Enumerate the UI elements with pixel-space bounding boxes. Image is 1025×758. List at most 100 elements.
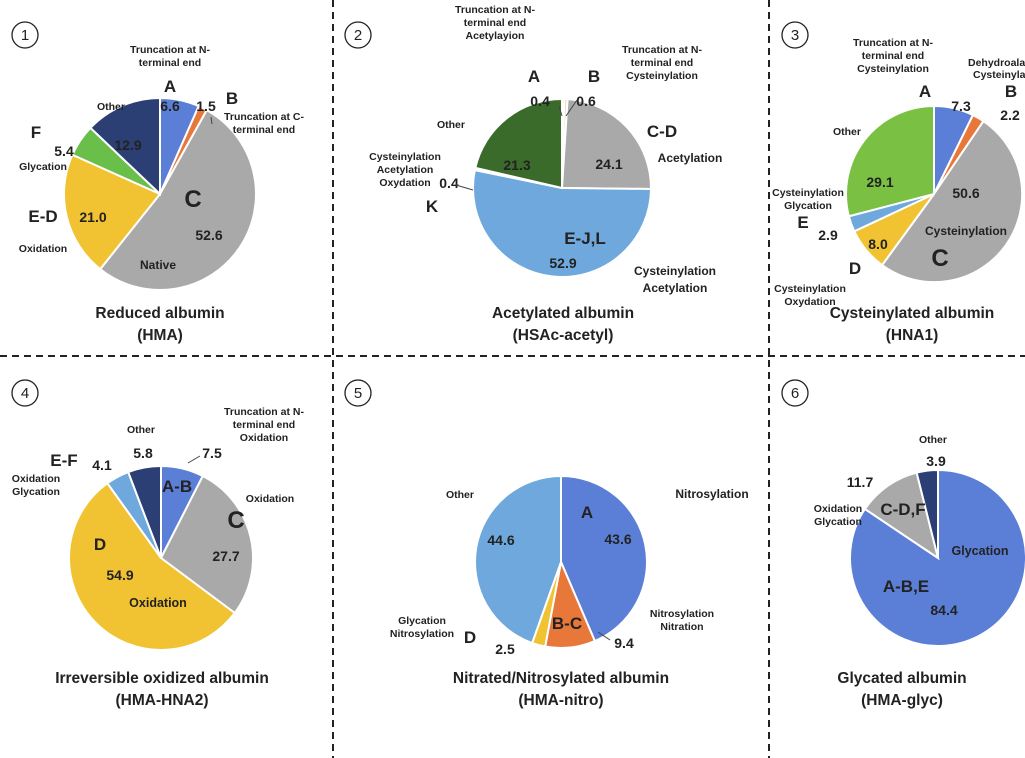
- p3-subtitle: (HNA1): [886, 327, 939, 344]
- p2-ej-value: 52.9: [549, 255, 576, 271]
- leader-p2-a: [558, 105, 563, 117]
- pie-2-slice-c-d: [560, 98, 652, 190]
- p4-d-value: 54.9: [106, 567, 133, 583]
- p1-ed-letter: E-D: [28, 207, 57, 226]
- pie-3-slice-c: [880, 119, 1024, 284]
- panel-number-4: 4: [11, 379, 39, 407]
- p6-cdf-value: 11.7: [847, 474, 874, 490]
- p4-c-value: 27.7: [212, 548, 239, 564]
- p2-subtitle: (HSAc-acetyl): [513, 327, 614, 344]
- p1-other-value: 12.9: [114, 137, 141, 153]
- p2-a-value: 0.4: [530, 93, 550, 109]
- p1-c-value: 52.6: [195, 227, 222, 243]
- panel-number-1-text: 1: [21, 27, 29, 44]
- p2-k-desc-line1: Cysteinylation: [369, 151, 441, 163]
- p2-other-value: 21.3: [503, 157, 530, 173]
- p2-b-desc-line2: terminal end: [631, 57, 693, 69]
- pie-3-slice-other: [845, 104, 935, 218]
- p3-c-desc: Cysteinylation: [925, 224, 1007, 238]
- p6-abe-value: 84.4: [930, 602, 957, 618]
- pie-nitrated-nitrosylated-albumin: [473, 474, 648, 649]
- p2-k-desc-line2: Acetylation: [377, 164, 434, 176]
- pie-glycated-albumin: [849, 468, 1025, 647]
- panel-number-6-text: 6: [791, 385, 799, 402]
- p2-a-desc-line1: Truncation at N-: [455, 4, 535, 16]
- p4-ab-desc-line3: Oxidation: [240, 432, 288, 444]
- p3-a-desc-line1: Truncation at N-: [853, 37, 933, 49]
- p2-cd-letter: C-D: [647, 122, 677, 141]
- p1-b-desc-line2: terminal end: [233, 124, 295, 136]
- p3-b-value: 2.2: [1000, 107, 1020, 123]
- p5-a-desc: Nitrosylation: [675, 487, 748, 501]
- p3-a-desc-line3: Cysteinylation: [857, 63, 929, 75]
- p4-d-letter: D: [94, 535, 106, 554]
- panel-number-5: 5: [344, 379, 372, 407]
- panel-number-6: 6: [781, 379, 809, 407]
- pie-1-slice-c: [98, 108, 257, 291]
- p2-ej-desc-line1: Cysteinylation: [634, 264, 716, 278]
- p2-b-desc-line1: Truncation at N-: [622, 44, 702, 56]
- p4-ef-letter: E-F: [50, 451, 77, 470]
- panel-2-labels: Truncation at N- terminal end Acetylayio…: [369, 4, 722, 344]
- p1-ed-desc: Oxidation: [19, 243, 67, 255]
- leader-p5-bc: [597, 631, 611, 641]
- p5-subtitle: (HMA-nitro): [518, 692, 603, 709]
- p3-e-desc-line1: Cysteinylation: [772, 187, 844, 199]
- p3-a-desc-line2: terminal end: [862, 50, 924, 62]
- p5-a-letter: A: [581, 503, 593, 522]
- p3-other-value: 29.1: [866, 174, 893, 190]
- p6-title: Glycated albumin: [837, 670, 966, 687]
- p1-f-value: 5.4: [54, 143, 74, 159]
- p6-abe-desc: Glycation: [952, 544, 1009, 558]
- p3-b-letter: B: [1005, 82, 1017, 101]
- p5-bc-desc-line1: Nitrosylation: [650, 608, 714, 620]
- p1-ed-value: 21.0: [79, 209, 106, 225]
- p4-other-desc: Other: [127, 424, 155, 436]
- p1-a-desc-line1: Truncation at N-: [130, 44, 210, 56]
- pie-2-slice-other: [474, 97, 563, 190]
- p3-e-desc-line2: Glycation: [784, 200, 832, 212]
- p5-d-value: 2.5: [495, 641, 515, 657]
- panel-6-labels: Other 3.9 11.7 Oxidation Glycation C-D,F…: [814, 434, 1009, 709]
- p5-d-letter: D: [464, 628, 476, 647]
- pie-5-slice-a: [560, 474, 648, 643]
- p5-d-desc-line2: Nitrosylation: [390, 628, 454, 640]
- p1-b-desc-line1: Truncation at C-: [224, 111, 304, 123]
- p1-b-letter: B: [226, 89, 238, 108]
- p5-bc-desc-line2: Nitration: [660, 621, 703, 633]
- pie-4-slice-c: [159, 474, 254, 615]
- pie-acetylated-albumin: [472, 97, 653, 279]
- panel-3-labels: Truncation at N- terminal end Cysteinyla…: [772, 37, 1025, 344]
- pie-5-slice-other: [473, 474, 562, 645]
- p2-cd-desc: Acetylation: [658, 151, 723, 165]
- p2-b-desc-line3: Cysteinylation: [626, 70, 698, 82]
- p3-d-desc-line1: Cysteinylation: [774, 283, 846, 295]
- p6-other-desc: Other: [919, 434, 947, 446]
- p6-subtitle: (HMA-glyc): [861, 692, 943, 709]
- p6-cdf-desc-line2: Glycation: [814, 516, 862, 528]
- p1-other-desc: Other: [97, 101, 125, 113]
- p4-c-desc: Oxidation: [246, 493, 294, 505]
- p2-title: Acetylated albumin: [492, 305, 634, 322]
- p4-ef-desc-line1: Oxidation: [12, 473, 60, 485]
- leader-p4-ab: [187, 455, 201, 464]
- p5-other-desc: Other: [446, 489, 474, 501]
- p6-abe-letter: A-B,E: [883, 577, 929, 596]
- p1-a-letter: A: [164, 77, 176, 96]
- panel-1-labels: Truncation at N- terminal end A 6.6 1.5 …: [19, 44, 305, 344]
- p2-ej-letter: E-J,L: [564, 229, 606, 248]
- p2-k-value: 0.4: [439, 175, 459, 191]
- p4-ab-value: 7.5: [202, 445, 222, 461]
- p2-a-letter: A: [528, 67, 540, 86]
- p1-a-desc-line2: terminal end: [139, 57, 201, 69]
- pie-4-slice-d: [68, 481, 237, 651]
- p4-d-desc: Oxidation: [129, 596, 187, 610]
- p5-d-desc-line1: Glycation: [398, 615, 446, 627]
- p3-e-letter: E: [797, 213, 808, 232]
- p3-b-desc-line2: Cysteinyla: [973, 69, 1025, 81]
- pie-6-slice-other: [915, 468, 939, 559]
- panel-number-2-text: 2: [354, 27, 362, 44]
- panel-number-5-text: 5: [354, 385, 362, 402]
- pie-1-slice-other: [89, 96, 161, 197]
- p4-ab-letter: A-B: [162, 477, 192, 496]
